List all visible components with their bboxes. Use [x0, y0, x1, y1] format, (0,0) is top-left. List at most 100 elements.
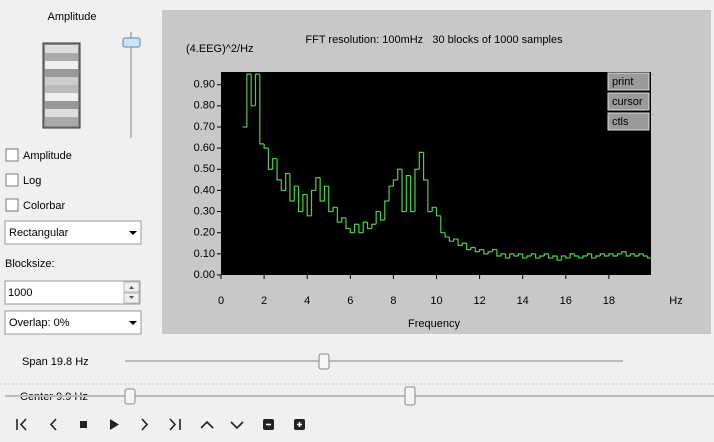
spectrum-step — [319, 177, 325, 202]
spectrum-step — [642, 253, 648, 257]
spectrum-step — [444, 232, 450, 238]
spectrum-step — [565, 255, 571, 259]
y-tick-label: 0.60 — [194, 142, 215, 154]
spectrum-step — [496, 249, 502, 257]
spectrum-step — [293, 185, 299, 201]
spectrum-step — [526, 255, 532, 259]
x-tick-label: 10 — [430, 295, 442, 307]
spectrum-step — [504, 253, 510, 259]
y-tick-label: 0.10 — [194, 248, 215, 260]
span-slider[interactable] — [125, 353, 623, 370]
overlap-dropdown[interactable] — [4, 310, 142, 335]
window-value: Rectangular — [9, 227, 69, 239]
spectrum-step — [474, 247, 480, 253]
spectrum-step — [453, 238, 459, 242]
down-button[interactable] — [230, 421, 244, 430]
up-button[interactable] — [200, 420, 214, 429]
spectrum-step — [332, 206, 338, 212]
spectrum-step — [487, 251, 493, 254]
plot-button-label: cursor — [612, 96, 643, 108]
spectrum-step — [625, 251, 631, 257]
spectrum-step — [246, 73, 252, 127]
spectrum-step — [448, 236, 454, 242]
spectrum-step — [582, 255, 588, 259]
spectrum-step — [621, 251, 627, 254]
spectrum-step — [457, 239, 463, 246]
spectrum-step — [358, 224, 364, 234]
spectrum-step — [552, 255, 558, 259]
spectrum-step — [388, 185, 394, 201]
blocksize-input[interactable] — [4, 280, 141, 305]
spectrum-step — [371, 223, 377, 229]
plot-button[interactable] — [607, 92, 650, 111]
plot-button[interactable] — [607, 72, 650, 91]
checkbox-label: Colorbar — [23, 200, 66, 212]
spectrum-step — [280, 179, 286, 192]
checkbox[interactable] — [5, 148, 19, 162]
spectrum-step — [405, 175, 411, 212]
stop-button[interactable] — [80, 421, 87, 428]
spectrum-step — [634, 253, 640, 257]
spectrum-step — [647, 255, 652, 259]
spectrum-step — [289, 173, 295, 202]
x-tick-label: 18 — [603, 295, 615, 307]
x-tick-label: 2 — [261, 295, 267, 307]
spectrum-step — [586, 253, 592, 256]
prev-button[interactable] — [49, 418, 57, 431]
spectrum-step — [629, 253, 635, 256]
spectrum-step — [362, 221, 368, 233]
spectrum-step — [509, 253, 515, 259]
spectrum-step — [440, 215, 446, 234]
vertical-slider[interactable] — [122, 32, 141, 138]
y-tick-label: 0.90 — [194, 79, 215, 91]
play-button[interactable] — [110, 419, 119, 430]
spectrum-step — [302, 194, 308, 212]
toolbar — [16, 418, 305, 431]
spectrum-step — [513, 253, 519, 257]
spectrum-step — [392, 179, 398, 187]
spectrum-step — [285, 172, 290, 191]
spectrum-step — [461, 242, 467, 246]
spectrum-step — [410, 175, 415, 213]
y-tick-label: 0.40 — [194, 184, 215, 196]
y-tick-label: 0.50 — [194, 163, 215, 175]
spectrum-step — [323, 185, 329, 201]
y-tick-label: 0.20 — [194, 227, 215, 239]
span-label: Span 19.8 Hz — [22, 356, 89, 368]
spectrum-step — [543, 253, 549, 256]
checkbox[interactable] — [5, 173, 19, 187]
spectrum-step — [397, 168, 403, 180]
x-tick-label: 4 — [304, 295, 310, 307]
spectrum-step — [608, 253, 614, 256]
spectrum-step — [435, 207, 441, 217]
checkbox[interactable] — [5, 198, 19, 212]
checkbox-label: Log — [23, 175, 41, 187]
overlap-value: Overlap: 0% — [9, 317, 70, 329]
next-button[interactable] — [141, 418, 149, 431]
center-slider[interactable] — [5, 386, 714, 406]
plot-area — [221, 72, 651, 275]
spectrum-step — [345, 217, 351, 230]
spectrum-step — [470, 246, 476, 250]
blocksize-value: 1000 — [8, 287, 32, 299]
last-button[interactable] — [169, 418, 181, 431]
y-axis-label: (4.EEG)^2/Hz — [186, 43, 254, 55]
spectrum-step — [366, 222, 372, 230]
spectrum-step — [530, 253, 536, 256]
spectrum-step — [491, 249, 497, 252]
zoom-out-button[interactable] — [263, 419, 274, 430]
spectrum-step — [384, 200, 390, 221]
spectrum-step — [418, 151, 424, 170]
first-button[interactable] — [16, 418, 27, 431]
spectrum-step — [354, 223, 359, 233]
zoom-in-button[interactable] — [294, 419, 305, 430]
window-dropdown[interactable] — [4, 220, 142, 245]
spectrum-step — [535, 253, 540, 259]
spectrum-step — [612, 253, 618, 257]
x-tick-label: 14 — [517, 295, 529, 307]
spectrum-step — [414, 168, 420, 212]
colorbar-icon — [42, 42, 81, 129]
spectrum-step — [616, 253, 622, 256]
spectrum-step — [401, 169, 407, 213]
plot-button[interactable] — [607, 112, 650, 131]
